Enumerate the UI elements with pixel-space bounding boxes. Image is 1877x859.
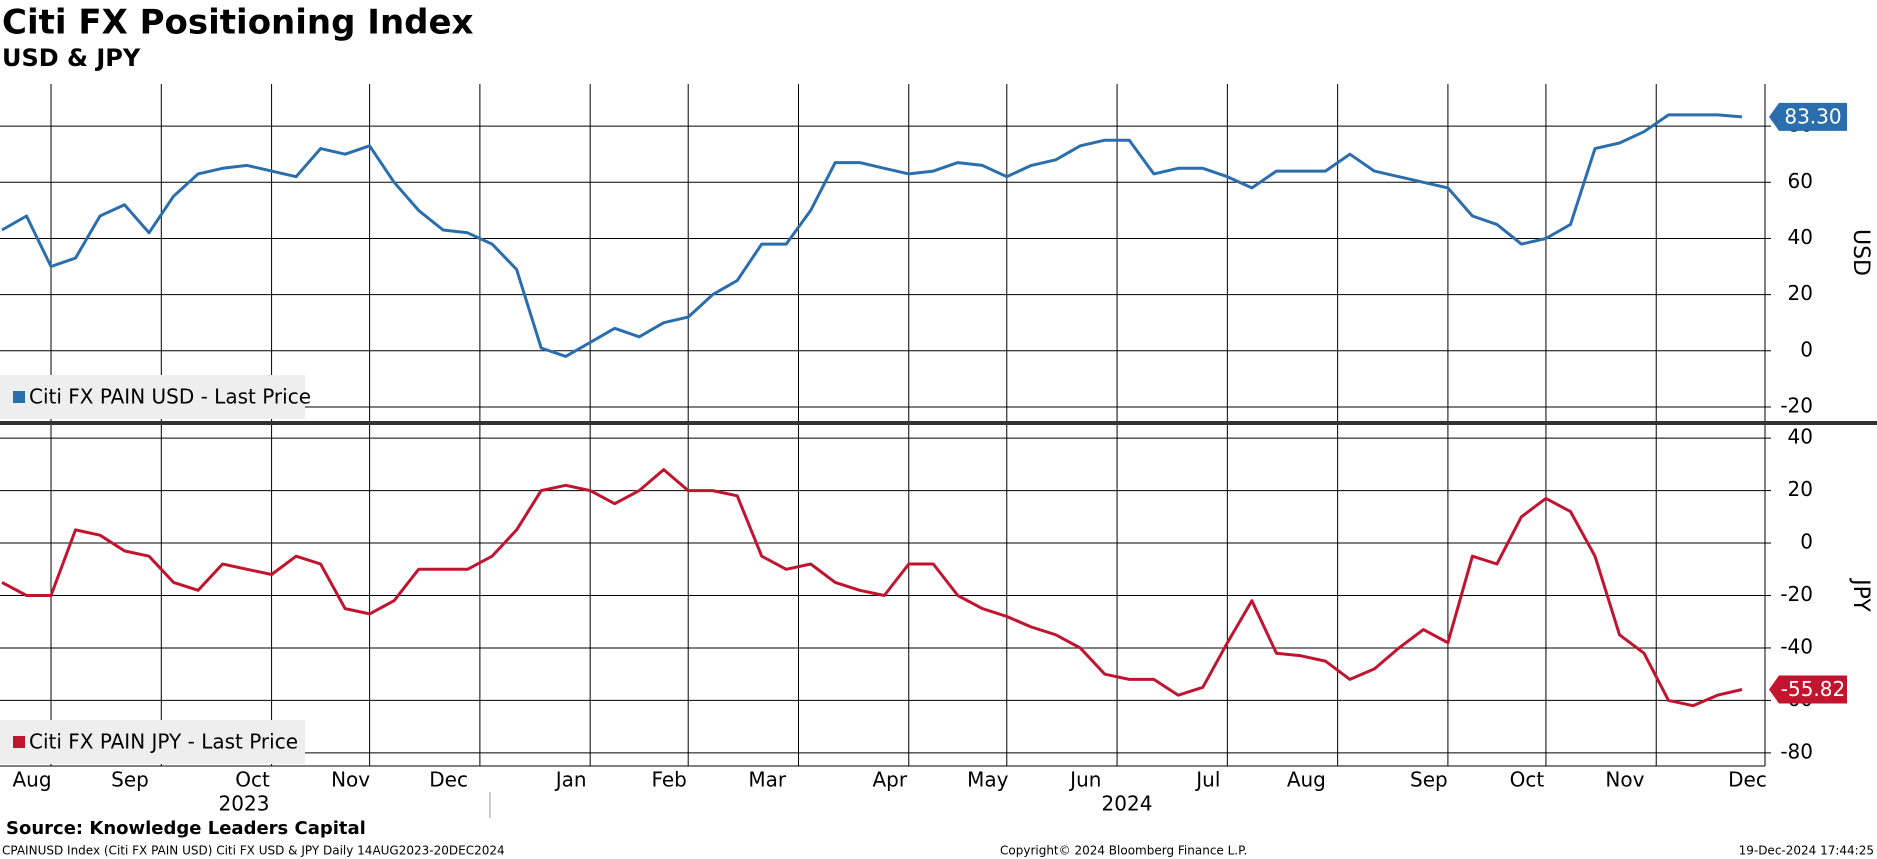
x-tick-label: Jun <box>1068 768 1101 792</box>
x-tick-label: Aug <box>12 768 51 792</box>
y-tick-label: -20 <box>1780 393 1813 417</box>
x-tick-label: Sep <box>111 768 149 792</box>
legend-label: Citi FX PAIN JPY - Last Price <box>29 730 298 754</box>
year-label: 2023 <box>219 792 270 816</box>
y-tick-label: 40 <box>1788 225 1813 249</box>
legend-box <box>0 720 305 764</box>
chart-subtitle: USD & JPY <box>2 44 141 72</box>
y-tick-label: -40 <box>1780 634 1813 658</box>
x-tick-label: Jul <box>1194 768 1220 792</box>
y-axis-label: USD <box>1848 229 1873 276</box>
x-tick-label: Jan <box>554 768 587 792</box>
series-line <box>1 113 1743 358</box>
legend-box <box>0 375 305 419</box>
x-tick-label: Aug <box>1287 768 1326 792</box>
legend-label: Citi FX PAIN USD - Last Price <box>29 385 311 409</box>
x-tick-label: Dec <box>429 768 468 792</box>
x-tick-label: Oct <box>235 768 270 792</box>
source: Source: Knowledge Leaders Capital <box>6 818 366 839</box>
y-tick-label: 40 <box>1788 425 1813 449</box>
year-label: 2024 <box>1102 792 1153 816</box>
x-tick-label: Dec <box>1728 768 1767 792</box>
x-tick-label: Nov <box>331 768 370 792</box>
series-line <box>1 468 1743 708</box>
legend-swatch <box>13 736 25 748</box>
panel-separator <box>0 421 1877 425</box>
chart-title: Citi FX Positioning Index <box>2 3 474 43</box>
y-tick-label: 20 <box>1788 281 1813 305</box>
footer-center: Copyright© 2024 Bloomberg Finance L.P. <box>1000 844 1247 858</box>
footer-left: CPAINUSD Index (Citi FX PAIN USD) Citi F… <box>2 844 505 858</box>
x-tick-label: Apr <box>872 768 907 792</box>
last-value-label: -55.82 <box>1781 677 1845 701</box>
x-tick-label: Nov <box>1605 768 1644 792</box>
y-axis-label: JPY <box>1848 577 1873 612</box>
x-tick-label: Mar <box>748 768 787 792</box>
y-tick-label: 0 <box>1800 337 1813 361</box>
y-tick-label: 60 <box>1788 169 1813 193</box>
last-value-flag <box>1769 675 1847 704</box>
last-value-label: 83.30 <box>1784 104 1841 128</box>
y-tick-label: 20 <box>1788 477 1813 501</box>
y-tick-label: -80 <box>1780 739 1813 763</box>
footer-right: 19-Dec-2024 17:44:25 <box>1739 844 1874 858</box>
x-tick-label: Sep <box>1410 768 1448 792</box>
last-value-flag <box>1769 102 1847 131</box>
y-tick-label: 0 <box>1800 530 1813 554</box>
x-tick-label: Oct <box>1510 768 1545 792</box>
legend-swatch <box>13 391 25 403</box>
x-tick-label: Feb <box>651 768 686 792</box>
y-tick-label: -20 <box>1780 582 1813 606</box>
x-tick-label: May <box>967 768 1009 792</box>
